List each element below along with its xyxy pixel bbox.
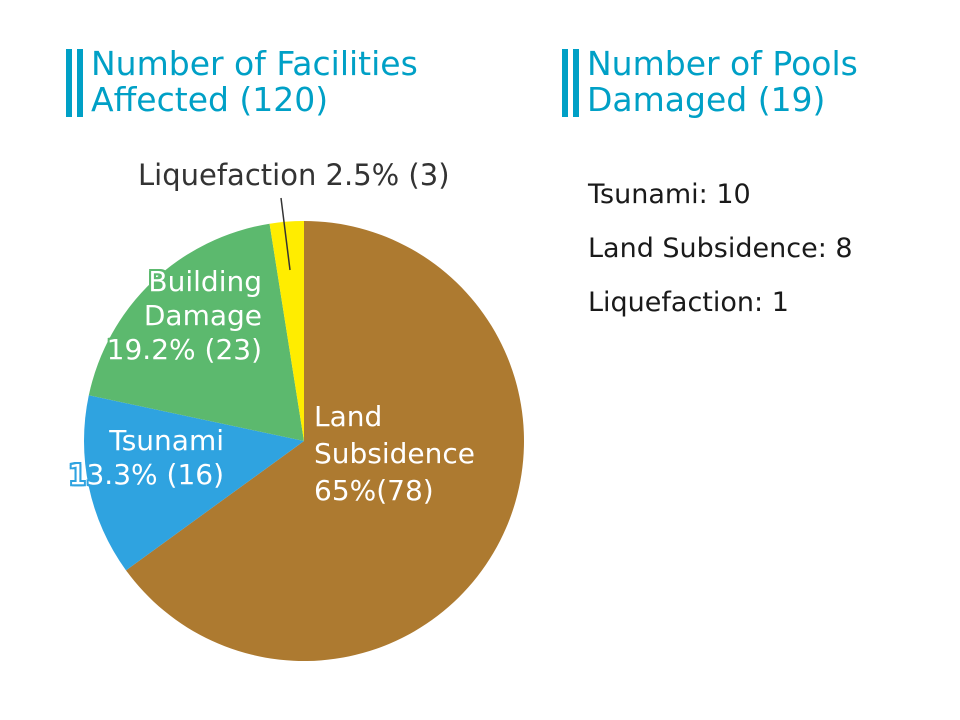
- building-label-line1: Building: [148, 265, 262, 298]
- heading-accent-bars: [562, 49, 579, 117]
- pie-slice-tsunami: [84, 395, 304, 571]
- facilities-title-line2: Affected (120): [91, 80, 329, 119]
- land-label-line1: Land: [314, 400, 383, 433]
- tsunami-label-line1: Tsunami: [109, 424, 224, 457]
- liquefaction-label-line: Liquefaction 2.5% (3): [138, 158, 450, 192]
- accent-bar: [562, 49, 568, 117]
- pools-damaged-list: Tsunami: 10 Land Subsidence: 8 Liquefact…: [588, 168, 853, 330]
- land-label-line3: 65%(78): [314, 474, 434, 507]
- facilities-title: Number of Facilities Affected (120): [91, 46, 471, 118]
- accent-bar: [66, 49, 72, 117]
- accent-bar: [573, 49, 579, 117]
- tsunami-label-line2: 13.3% (16): [68, 458, 224, 491]
- building-label-line3: 19.2% (23): [106, 333, 262, 366]
- land-subsidence-label: Land Subsidence 65%(78): [314, 398, 475, 509]
- pools-title: Number of Pools Damaged (19): [587, 46, 960, 118]
- pools-row-tsunami: Tsunami: 10: [588, 179, 751, 210]
- land-label-line2: Subsidence: [314, 437, 476, 470]
- liquefaction-label: Liquefaction 2.5% (3): [138, 158, 450, 192]
- pie-slice-land-subsidence: [126, 221, 525, 662]
- pools-title-line1: Number of Pools: [587, 44, 858, 83]
- accent-bar: [77, 49, 83, 117]
- pie-slice-building-damage: [88, 223, 304, 441]
- building-damage-label: Building Damage 19.2% (23): [84, 265, 262, 367]
- pools-heading: Number of Pools Damaged (19): [562, 46, 960, 118]
- tsunami-label: Tsunami 13.3% (16): [48, 424, 224, 492]
- facilities-heading: Number of Facilities Affected (120): [66, 46, 471, 118]
- pools-title-line2: Damaged (19): [587, 80, 826, 119]
- building-label-line2: Damage: [143, 299, 262, 332]
- pools-row-liquefaction: Liquefaction: 1: [588, 287, 789, 318]
- pools-row-land-subsidence: Land Subsidence: 8: [588, 233, 853, 264]
- heading-accent-bars: [66, 49, 83, 117]
- pie-slice-liquefaction: [269, 221, 304, 441]
- facilities-title-line1: Number of Facilities: [91, 44, 418, 83]
- liquefaction-leader-line: [280, 197, 291, 271]
